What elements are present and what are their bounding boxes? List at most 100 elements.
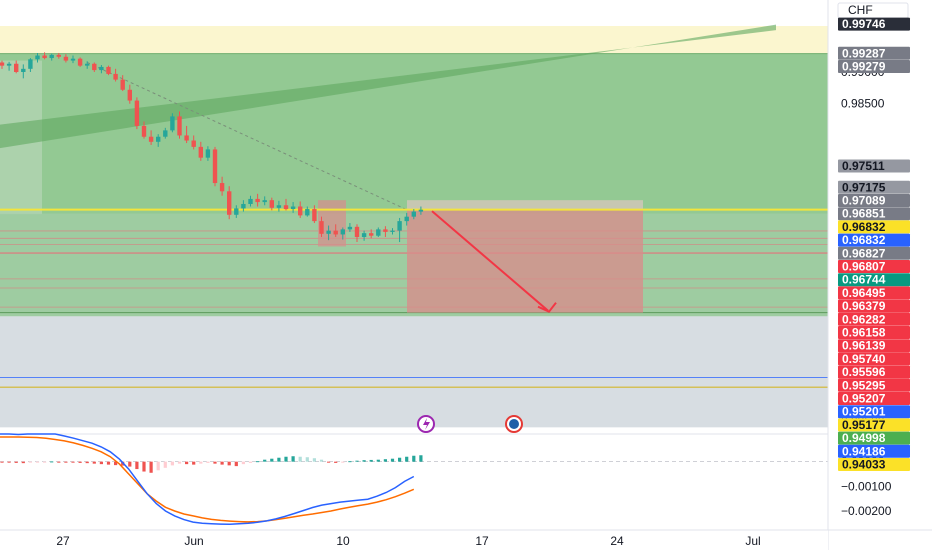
macd-bar-24 bbox=[170, 461, 174, 466]
time-axis[interactable]: 27 Jun 10 17 24 Jul bbox=[0, 529, 932, 550]
globe-icon bbox=[509, 419, 519, 429]
macd-bar-9 bbox=[64, 461, 68, 463]
price-tag-bg bbox=[838, 220, 910, 234]
price-tag-12: 0.96495 bbox=[838, 286, 910, 300]
macd-bar-48 bbox=[341, 461, 345, 463]
macd-bar-3 bbox=[21, 461, 25, 464]
price-tag-bg bbox=[838, 352, 910, 366]
candle-body-55 bbox=[390, 230, 395, 232]
price-tag-bg bbox=[838, 260, 910, 274]
candle-body-3 bbox=[21, 68, 26, 72]
macd-bar-59 bbox=[419, 455, 423, 462]
macd-bar-22 bbox=[156, 461, 160, 471]
candle-body-9 bbox=[63, 56, 69, 61]
price-tag-bg bbox=[838, 233, 910, 247]
macd-bar-30 bbox=[213, 461, 217, 464]
trade-stop-zone[interactable] bbox=[407, 200, 643, 210]
macd-bar-15 bbox=[106, 461, 111, 465]
trade-target-zone[interactable] bbox=[407, 209, 643, 313]
candle-body-36 bbox=[255, 198, 260, 203]
price-tag-10: 0.96807 bbox=[838, 260, 910, 274]
trend-dashed bbox=[86, 62, 407, 211]
price-tag-bg bbox=[838, 378, 910, 392]
price-tag-label: 0.95740 bbox=[842, 352, 886, 366]
macd-bar-21 bbox=[149, 461, 153, 473]
candle-body-0 bbox=[0, 62, 5, 66]
price-tag-label: 0.99287 bbox=[842, 46, 886, 60]
time-tick-0: 27 bbox=[56, 534, 70, 548]
price-tag-label: 0.94186 bbox=[842, 444, 886, 458]
candle-body-48 bbox=[340, 229, 345, 235]
macd-bar-8 bbox=[57, 461, 61, 463]
price-tag-bg bbox=[838, 59, 910, 73]
price-tag-bg bbox=[838, 418, 910, 432]
macd-tick-2: −0.00100 bbox=[841, 479, 892, 493]
price-tag-label: 0.96495 bbox=[842, 286, 886, 300]
macd-bar-35 bbox=[248, 461, 253, 463]
candle-body-25 bbox=[177, 116, 182, 136]
candle-body-38 bbox=[269, 200, 274, 208]
candle-body-21 bbox=[148, 136, 154, 142]
macd-bar-4 bbox=[28, 461, 32, 463]
candles-layer bbox=[0, 52, 424, 243]
macd-bar-58 bbox=[412, 455, 416, 462]
time-axis-bg bbox=[0, 530, 828, 550]
price-tag-5: 0.97089 bbox=[838, 194, 910, 208]
candle-body-4 bbox=[28, 59, 33, 69]
price-tag-bg bbox=[838, 312, 910, 326]
candle-body-50 bbox=[354, 226, 360, 237]
macd-bar-38 bbox=[270, 458, 274, 462]
candle-body-29 bbox=[205, 149, 211, 158]
price-tag-17: 0.95740 bbox=[838, 352, 910, 366]
candle-body-34 bbox=[241, 203, 246, 209]
price-tag-3: 0.97511 bbox=[838, 159, 910, 173]
price-tag-11: 0.96744 bbox=[838, 273, 910, 287]
price-tag-label: 0.95201 bbox=[842, 405, 886, 419]
macd-bar-34 bbox=[241, 461, 245, 465]
price-tag-0: 0.99746 bbox=[838, 17, 910, 31]
macd-bar-31 bbox=[220, 461, 224, 465]
channel-band[interactable] bbox=[0, 24, 776, 149]
price-tag-23: 0.94998 bbox=[838, 431, 910, 445]
trade-arrow-head bbox=[537, 302, 557, 313]
time-tick-4: 24 bbox=[610, 534, 624, 548]
price-tag-label: 0.96832 bbox=[842, 233, 886, 247]
price-tag-bg bbox=[838, 339, 910, 353]
macd-bar-2 bbox=[14, 461, 18, 463]
events-layer[interactable] bbox=[417, 415, 523, 433]
event-flag-icon[interactable] bbox=[505, 415, 523, 433]
time-tick-1: Jun bbox=[184, 534, 203, 548]
price-tag-label: 0.96282 bbox=[842, 312, 886, 326]
price-tag-bg bbox=[838, 326, 910, 340]
macd-bar-55 bbox=[390, 458, 395, 462]
candle-body-31 bbox=[219, 183, 225, 192]
candle-body-39 bbox=[276, 205, 282, 208]
price-tag-label: 0.95596 bbox=[842, 365, 886, 379]
macd-bar-0 bbox=[0, 461, 4, 463]
candle-body-42 bbox=[298, 206, 303, 216]
macd-signal-line bbox=[0, 436, 415, 523]
event-flash-icon[interactable] bbox=[417, 415, 435, 433]
macd-bar-49 bbox=[348, 461, 352, 463]
candle-body-45 bbox=[319, 221, 324, 234]
trade-arrow[interactable] bbox=[431, 210, 549, 312]
price-tag-label: 0.94998 bbox=[842, 431, 886, 445]
macd-bar-45 bbox=[319, 459, 324, 462]
candle-body-6 bbox=[42, 55, 47, 59]
candle-body-35 bbox=[248, 198, 253, 204]
price-tag-bg bbox=[838, 444, 910, 458]
macd-bar-50 bbox=[355, 460, 359, 462]
zone-lower bbox=[0, 316, 828, 428]
price-tag-bg bbox=[838, 180, 910, 194]
price-tag-bg bbox=[838, 286, 910, 300]
price-tag-label: 0.99746 bbox=[842, 17, 886, 31]
macd-bar-27 bbox=[192, 461, 196, 465]
candle-body-46 bbox=[326, 230, 331, 234]
macd-bar-18 bbox=[128, 461, 132, 467]
macd-bar-6 bbox=[43, 461, 47, 463]
candle-body-56 bbox=[397, 221, 402, 231]
trend-channel[interactable] bbox=[0, 24, 776, 149]
time-tick-3: 17 bbox=[475, 534, 489, 548]
